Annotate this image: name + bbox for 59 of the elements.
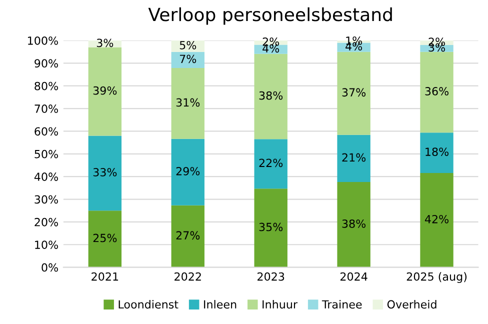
data-label: 29% xyxy=(176,166,200,176)
data-label: 31% xyxy=(176,98,200,107)
bar xyxy=(337,52,370,135)
x-tick-label: 2022 xyxy=(174,272,201,281)
legend-label: Overheid xyxy=(387,300,436,309)
data-label: 4% xyxy=(262,44,280,53)
x-tick-label: 2024 xyxy=(340,272,368,281)
x-tick-label: 2021 xyxy=(92,272,118,281)
y-tick-label: 20% xyxy=(34,218,58,226)
bar xyxy=(171,40,204,52)
bar xyxy=(171,205,204,268)
data-label: 36% xyxy=(425,87,448,96)
data-label: 35% xyxy=(259,222,283,232)
y-tick-label: 50% xyxy=(34,150,58,158)
y-tick-label: 40% xyxy=(34,172,58,181)
data-label: 33% xyxy=(93,168,117,176)
bar xyxy=(337,182,370,268)
y-tick-label: 10% xyxy=(35,240,58,249)
data-label: 37% xyxy=(342,88,366,97)
bar xyxy=(171,138,204,206)
chart-title: Verloop personeelsbestand xyxy=(148,7,392,25)
data-label: 25% xyxy=(93,234,117,242)
bar xyxy=(420,52,454,133)
y-tick-label: 30% xyxy=(34,195,58,204)
bar xyxy=(254,54,288,140)
legend-label: Trainee xyxy=(322,300,362,309)
bar xyxy=(254,188,288,268)
y-tick-label: 0% xyxy=(42,263,58,272)
x-tick-label: 2025 (aug) xyxy=(406,272,466,283)
legend-label: Loondienst xyxy=(118,300,178,309)
legend-label: Inhuur xyxy=(262,300,298,309)
bar xyxy=(420,132,454,173)
data-label: 7% xyxy=(180,54,196,64)
data-label: 42% xyxy=(424,214,448,224)
data-label: 22% xyxy=(259,158,283,168)
data-label: 3% xyxy=(96,38,114,48)
bar xyxy=(88,210,122,268)
bar xyxy=(337,134,370,182)
bar xyxy=(420,172,454,268)
y-tick-label: 70% xyxy=(34,104,58,113)
data-label: 39% xyxy=(93,86,117,95)
data-label: 18% xyxy=(426,148,448,156)
data-label: 2% xyxy=(262,37,280,46)
bar xyxy=(88,136,122,211)
legend-label: Inleen xyxy=(204,300,236,309)
data-label: 21% xyxy=(342,153,366,162)
y-tick-label: 100% xyxy=(28,36,58,45)
y-tick-label: 80% xyxy=(34,82,58,90)
data-label: 38% xyxy=(342,219,366,228)
x-tick-label: 2023 xyxy=(258,272,284,281)
bar xyxy=(88,47,122,136)
bar xyxy=(254,139,288,189)
bar xyxy=(171,52,204,68)
data-label: 27% xyxy=(176,231,200,240)
y-tick-label: 90% xyxy=(34,59,58,68)
data-label: 38% xyxy=(259,91,283,100)
data-label: 5% xyxy=(180,40,196,50)
y-tick-label: 60% xyxy=(34,127,58,136)
bar xyxy=(171,68,204,139)
